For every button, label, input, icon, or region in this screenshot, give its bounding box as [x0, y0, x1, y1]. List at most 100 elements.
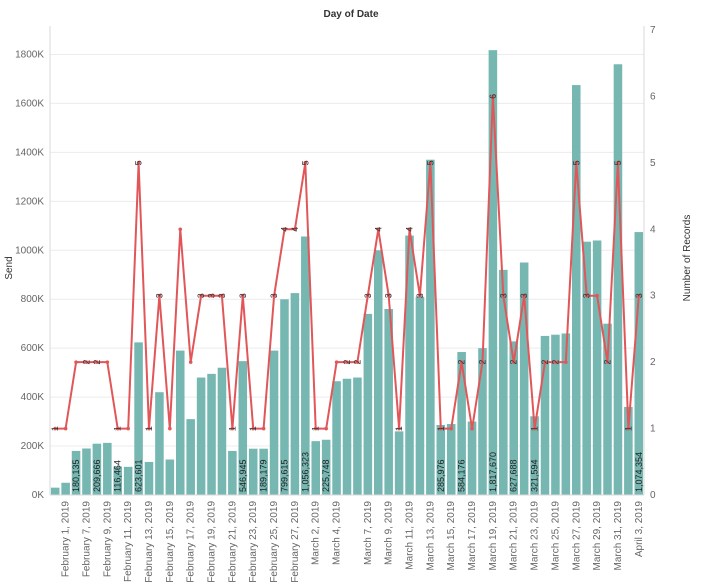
records-point: [553, 360, 558, 364]
records-count-label: 3: [582, 293, 592, 298]
records-count-label: 1: [144, 426, 154, 431]
send-bar: [61, 482, 70, 495]
records-point: [251, 426, 256, 431]
x-tick-label: March 25, 2019: [550, 501, 561, 571]
send-bar: [228, 450, 237, 495]
records-count-label: 1: [227, 426, 237, 431]
records-point: [178, 227, 183, 232]
x-tick-label: March 4, 2019: [332, 501, 343, 565]
x-tick-label: April 3, 2019: [634, 501, 645, 558]
records-count-label: 1: [436, 426, 446, 431]
send-bar: [332, 381, 341, 495]
send-value-label: 180,135: [71, 459, 81, 492]
records-count-label: 3: [207, 293, 217, 298]
records-count-label: 4: [290, 227, 300, 232]
x-tick-label: February 19, 2019: [207, 501, 218, 583]
x-tick-label: February 13, 2019: [144, 501, 155, 583]
send-bar: [478, 348, 487, 495]
send-bar: [103, 442, 112, 495]
send-value-label: 623,601: [134, 459, 144, 492]
send-bar: [467, 421, 477, 495]
records-count-label: 3: [519, 293, 529, 298]
records-point: [386, 293, 391, 298]
records-point: [324, 426, 328, 431]
records-point: [428, 161, 433, 165]
records-count-label: 2: [342, 360, 352, 365]
send-bar: [592, 240, 602, 495]
send-bar: [238, 361, 248, 495]
records-point: [199, 293, 203, 298]
send-value-label: 209,666: [92, 459, 102, 492]
y-tick-label: 1600K: [15, 98, 44, 109]
records-point: [491, 94, 495, 99]
records-count-label: 5: [425, 160, 435, 165]
send-bar: [196, 377, 206, 495]
records-point: [449, 426, 454, 431]
x-tick-label: March 17, 2019: [467, 501, 478, 571]
send-value-label: 799,615: [279, 459, 289, 492]
records-count-label: 1: [623, 426, 633, 431]
records-count-label: 2: [540, 360, 550, 365]
records-point: [470, 426, 474, 431]
records-point: [303, 161, 308, 165]
records-point: [115, 426, 120, 431]
records-point: [95, 360, 99, 364]
records-count-label: 3: [154, 293, 164, 298]
records-count-label: 5: [300, 160, 310, 165]
send-bar: [144, 461, 154, 495]
send-value-labels: 180,135 209,666 116,464 623,601 546,945 189,1…: [71, 452, 644, 492]
x-tick-label: March 21, 2019: [509, 501, 520, 571]
send-bar: [519, 262, 529, 495]
records-count-label: 1: [50, 426, 60, 431]
records-count-label: 4: [373, 227, 383, 232]
send-bar: [301, 236, 310, 495]
records-point: [53, 426, 58, 431]
x-tick-label: March 27, 2019: [571, 501, 582, 571]
y2-tick-label: 5: [650, 158, 656, 169]
send-value-label: 285,976: [436, 459, 446, 492]
records-point: [501, 293, 506, 298]
send-bar: [426, 159, 435, 496]
records-point: [418, 293, 422, 298]
send-bar: [165, 459, 175, 495]
send-bar: [342, 378, 352, 495]
records-point: [511, 360, 516, 364]
send-bars: [50, 50, 644, 496]
records-count-label: 3: [498, 293, 508, 298]
y2-tick-label: 3: [650, 291, 656, 302]
y2-tick-label: 6: [650, 91, 656, 102]
records-count-label: 1: [113, 426, 123, 431]
send-bar: [603, 323, 612, 495]
y-tick-label: 1400K: [15, 147, 44, 158]
chart-title: Day of Date: [323, 9, 379, 20]
y2-tick-label: 7: [650, 25, 656, 36]
records-count-label: 2: [550, 360, 560, 365]
x-tick-label: February 11, 2019: [123, 501, 134, 582]
send-bar: [321, 439, 331, 495]
records-count-label: 5: [571, 160, 581, 165]
records-count-label: 2: [81, 360, 91, 365]
y2-tick-label: 1: [650, 424, 656, 435]
y-tick-label: 400K: [21, 392, 45, 403]
records-point: [636, 293, 641, 298]
axes: 0K 200K 400K 600K 800K 1000K 1200K 1400K 1600K 18…: [15, 25, 656, 583]
send-value-label: 627,688: [509, 459, 519, 492]
records-point: [147, 426, 151, 431]
y-tick-label: 600K: [21, 343, 45, 354]
x-tick-label: February 23, 2019: [248, 501, 259, 583]
y2-tick-label: 4: [650, 224, 656, 235]
x-tick-label: February 17, 2019: [186, 501, 197, 583]
send-value-label: 116,464: [113, 460, 123, 492]
send-bar: [571, 85, 581, 495]
records-count-label: 3: [217, 293, 227, 298]
send-bar: [634, 232, 644, 496]
send-bar: [259, 448, 268, 495]
records-point: [334, 360, 339, 364]
send-bar: [113, 466, 123, 495]
records-point: [188, 360, 193, 364]
records-point: [240, 293, 245, 298]
records-point: [355, 360, 360, 364]
send-bar: [290, 293, 300, 495]
